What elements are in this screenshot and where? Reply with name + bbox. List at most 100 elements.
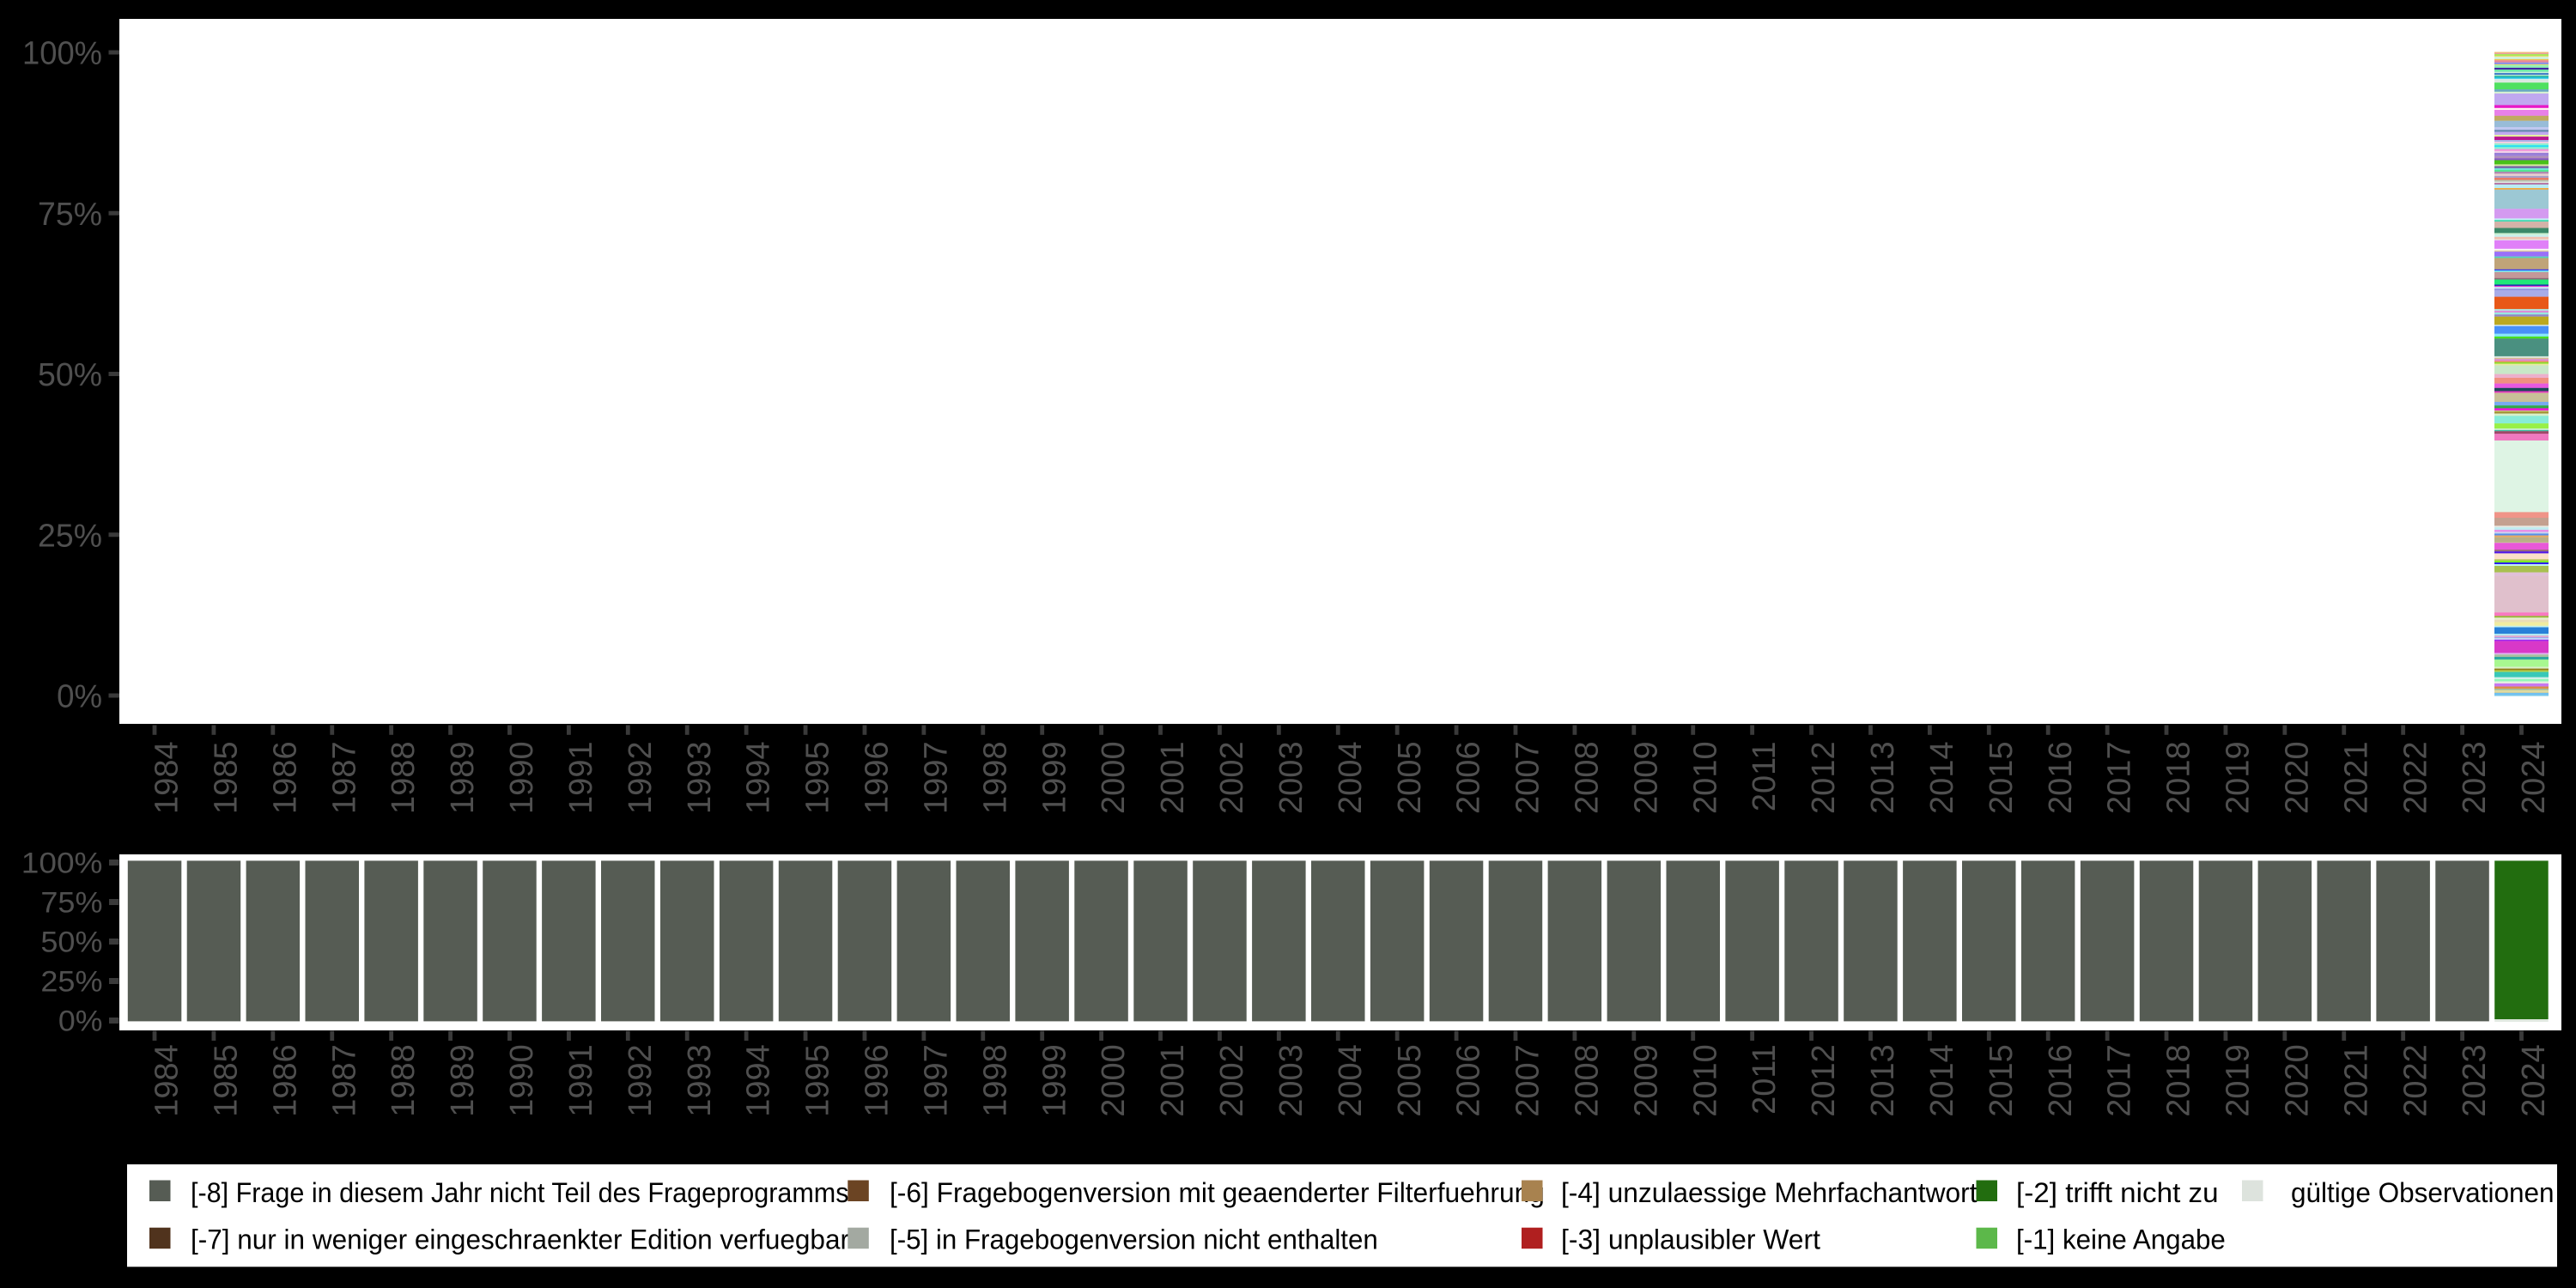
svg-text:2015: 2015 <box>1984 1044 2020 1117</box>
svg-text:1998: 1998 <box>977 1044 1013 1117</box>
svg-text:2002: 2002 <box>1214 1044 1250 1117</box>
svg-text:1992: 1992 <box>623 741 659 814</box>
svg-text:1990: 1990 <box>504 741 540 814</box>
svg-text:1994: 1994 <box>741 1044 777 1117</box>
svg-text:2008: 2008 <box>1570 741 1606 814</box>
svg-text:75%: 75% <box>38 196 102 232</box>
svg-text:[-7] nur in weniger eingeschra: [-7] nur in weniger eingeschraenkter Edi… <box>191 1224 849 1255</box>
svg-text:1996: 1996 <box>860 741 896 814</box>
svg-text:[-1] keine Angabe: [-1] keine Angabe <box>2016 1224 2226 1255</box>
svg-text:1999: 1999 <box>1036 741 1072 814</box>
svg-text:2001: 2001 <box>1155 1044 1191 1117</box>
svg-text:[-5] in Fragebogenversion nich: [-5] in Fragebogenversion nicht enthalte… <box>890 1224 1378 1255</box>
svg-text:2009: 2009 <box>1628 1044 1664 1117</box>
svg-text:2022: 2022 <box>2397 741 2433 814</box>
svg-text:1995: 1995 <box>800 1044 836 1117</box>
svg-text:1993: 1993 <box>682 1044 718 1117</box>
svg-text:2013: 2013 <box>1865 741 1901 814</box>
svg-text:1984: 1984 <box>149 741 185 814</box>
svg-text:2002: 2002 <box>1214 741 1250 814</box>
svg-text:1997: 1997 <box>919 1044 955 1117</box>
svg-text:2020: 2020 <box>2279 1044 2315 1117</box>
svg-text:2015: 2015 <box>1984 741 2020 814</box>
svg-text:25%: 25% <box>40 966 102 999</box>
svg-text:100%: 100% <box>21 847 103 879</box>
svg-text:2005: 2005 <box>1392 741 1428 814</box>
svg-text:2018: 2018 <box>2161 1044 2197 1117</box>
svg-text:1995: 1995 <box>800 741 836 814</box>
svg-text:2024: 2024 <box>2516 741 2552 814</box>
svg-text:2012: 2012 <box>1806 1044 1842 1117</box>
svg-text:2003: 2003 <box>1273 1044 1309 1117</box>
svg-text:1999: 1999 <box>1036 1044 1072 1117</box>
svg-text:2000: 2000 <box>1096 741 1132 814</box>
svg-text:2010: 2010 <box>1687 1044 1723 1117</box>
svg-text:1985: 1985 <box>209 1044 245 1117</box>
svg-text:2017: 2017 <box>2102 1044 2138 1117</box>
svg-text:1990: 1990 <box>504 1044 540 1117</box>
svg-text:1987: 1987 <box>326 1044 362 1117</box>
svg-text:gültige Observationen: gültige Observationen <box>2291 1177 2555 1208</box>
svg-text:1998: 1998 <box>977 741 1013 814</box>
svg-text:1986: 1986 <box>267 741 303 814</box>
svg-text:1989: 1989 <box>445 741 481 814</box>
svg-text:2016: 2016 <box>2043 1044 2079 1117</box>
svg-text:2018: 2018 <box>2161 741 2197 814</box>
svg-text:1984: 1984 <box>149 1044 185 1117</box>
svg-text:1991: 1991 <box>563 741 599 814</box>
svg-text:2009: 2009 <box>1628 741 1664 814</box>
svg-text:2006: 2006 <box>1451 1044 1487 1117</box>
svg-text:2012: 2012 <box>1806 741 1842 814</box>
svg-text:2008: 2008 <box>1570 1044 1606 1117</box>
svg-text:2024: 2024 <box>2516 1044 2552 1117</box>
svg-text:2021: 2021 <box>2338 741 2374 814</box>
svg-text:2007: 2007 <box>1510 1044 1546 1117</box>
svg-text:2021: 2021 <box>2338 1044 2374 1117</box>
svg-text:[-4] unzulaessige Mehrfachantw: [-4] unzulaessige Mehrfachantwort <box>1561 1177 1978 1208</box>
svg-text:2011: 2011 <box>1747 741 1783 811</box>
svg-text:50%: 50% <box>38 356 102 392</box>
svg-text:2022: 2022 <box>2397 1044 2433 1117</box>
svg-text:1989: 1989 <box>445 1044 481 1117</box>
svg-text:1994: 1994 <box>741 741 777 814</box>
svg-text:1988: 1988 <box>386 741 422 814</box>
svg-text:2016: 2016 <box>2043 741 2079 814</box>
svg-text:2003: 2003 <box>1273 741 1309 814</box>
svg-text:0%: 0% <box>58 1005 103 1037</box>
svg-text:2023: 2023 <box>2457 1044 2493 1117</box>
svg-text:2023: 2023 <box>2457 741 2493 814</box>
svg-text:2020: 2020 <box>2279 741 2315 814</box>
svg-text:2013: 2013 <box>1865 1044 1901 1117</box>
svg-text:1987: 1987 <box>326 741 362 814</box>
svg-text:2014: 2014 <box>1924 1044 1960 1117</box>
svg-text:25%: 25% <box>38 517 102 553</box>
svg-text:1985: 1985 <box>209 741 245 814</box>
svg-text:2006: 2006 <box>1451 741 1487 814</box>
svg-text:2019: 2019 <box>2221 741 2257 814</box>
svg-text:50%: 50% <box>40 927 102 959</box>
svg-text:2019: 2019 <box>2221 1044 2257 1117</box>
svg-text:1992: 1992 <box>623 1044 659 1117</box>
svg-text:[-2] trifft nicht zu: [-2] trifft nicht zu <box>2016 1177 2219 1208</box>
svg-text:[-3] unplausibler Wert: [-3] unplausibler Wert <box>1561 1224 1820 1255</box>
svg-text:1991: 1991 <box>563 1044 599 1117</box>
svg-text:1997: 1997 <box>919 741 955 814</box>
svg-text:2005: 2005 <box>1392 1044 1428 1117</box>
svg-text:2010: 2010 <box>1687 741 1723 814</box>
svg-text:2014: 2014 <box>1924 741 1960 814</box>
svg-text:2017: 2017 <box>2102 741 2138 814</box>
svg-text:2007: 2007 <box>1510 741 1546 814</box>
svg-text:1996: 1996 <box>860 1044 896 1117</box>
svg-text:[-8] Frage in diesem Jahr nich: [-8] Frage in diesem Jahr nicht Teil des… <box>191 1177 849 1208</box>
svg-text:2004: 2004 <box>1333 741 1369 814</box>
svg-text:1993: 1993 <box>682 741 718 814</box>
svg-text:2001: 2001 <box>1155 741 1191 814</box>
svg-text:0%: 0% <box>57 677 102 714</box>
svg-text:2011: 2011 <box>1747 1044 1783 1115</box>
svg-text:[-6] Fragebogenversion mit gea: [-6] Fragebogenversion mit geaenderter F… <box>890 1177 1545 1208</box>
svg-text:1988: 1988 <box>386 1044 422 1117</box>
svg-text:100%: 100% <box>22 34 102 71</box>
svg-text:2004: 2004 <box>1333 1044 1369 1117</box>
svg-text:2000: 2000 <box>1096 1044 1132 1117</box>
svg-text:1986: 1986 <box>267 1044 303 1117</box>
